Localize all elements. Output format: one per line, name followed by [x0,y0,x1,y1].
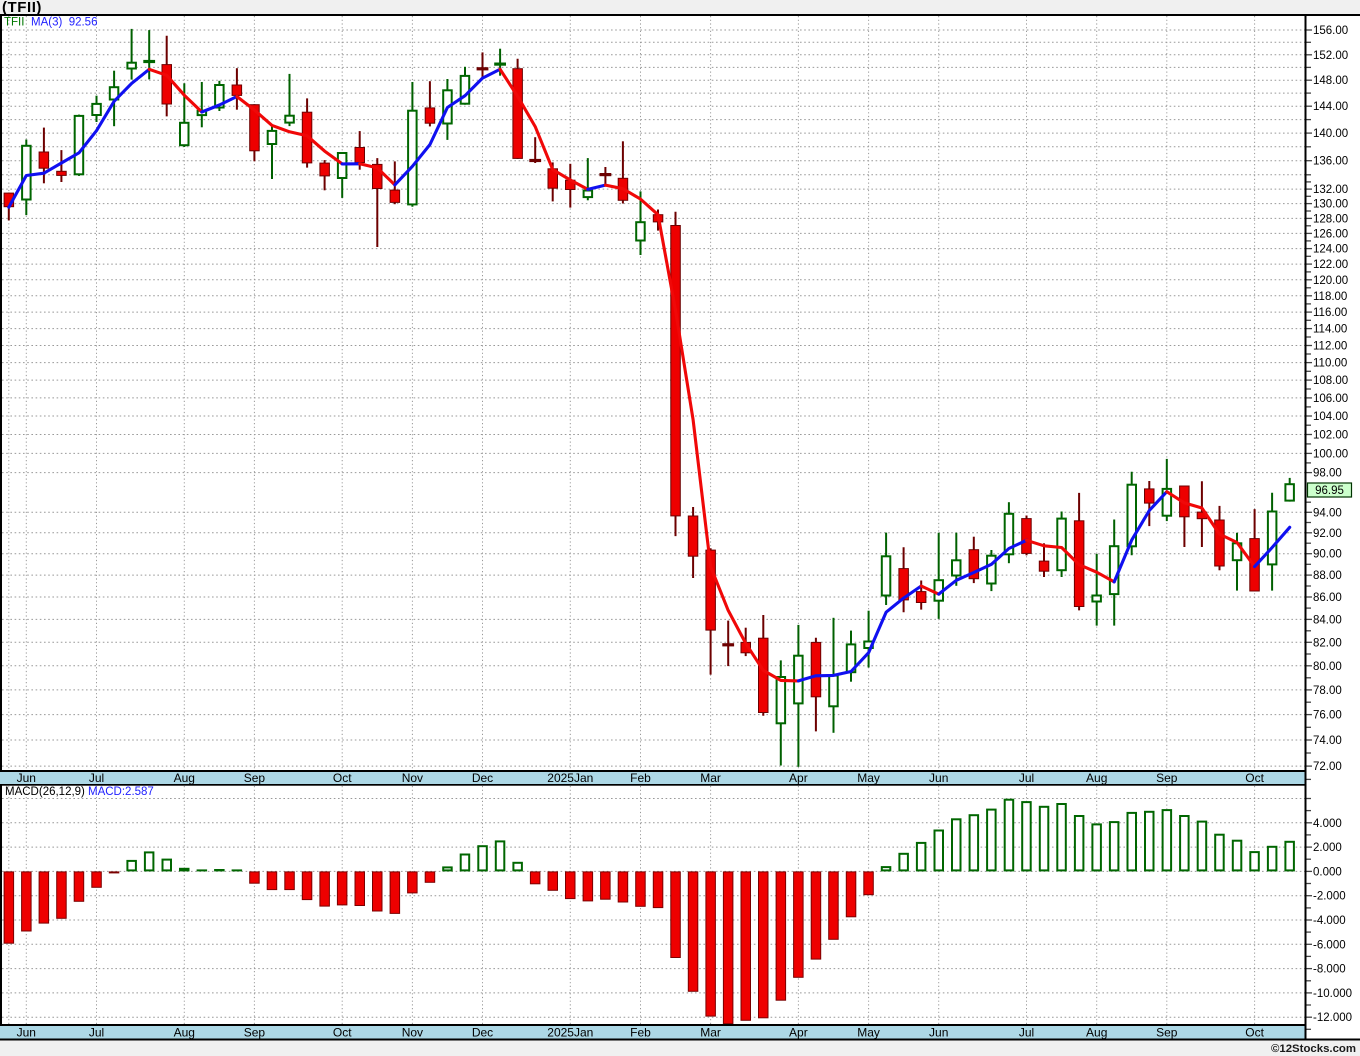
svg-text:-6.000: -6.000 [1313,939,1346,951]
svg-text:Aug: Aug [174,1026,195,1040]
svg-text:118.00: 118.00 [1313,291,1347,303]
svg-text:(TFII): (TFII) [2,0,42,16]
svg-text:Aug: Aug [1086,1026,1107,1040]
svg-text:102.00: 102.00 [1313,430,1348,442]
svg-text:2.000: 2.000 [1313,842,1342,854]
svg-text:132.00: 132.00 [1313,184,1348,196]
svg-text:Jul: Jul [1019,1026,1034,1040]
svg-text:0.000: 0.000 [1313,866,1342,878]
svg-text:MACD:2.587: MACD:2.587 [88,786,154,798]
svg-text:-2.000: -2.000 [1313,891,1346,903]
svg-text:Apr: Apr [789,771,808,785]
svg-text:2025Jan: 2025Jan [547,771,593,785]
svg-text:©12Stocks.com: ©12Stocks.com [1271,1043,1356,1055]
svg-text:148.00: 148.00 [1313,75,1348,87]
svg-text:94.00: 94.00 [1313,507,1342,519]
svg-text:-10.000: -10.000 [1313,988,1352,1000]
svg-text:72.00: 72.00 [1313,761,1342,773]
svg-text:124.00: 124.00 [1313,244,1348,256]
svg-text:Sep: Sep [244,771,266,785]
svg-text:80.00: 80.00 [1313,661,1342,673]
svg-text:Jun: Jun [17,1026,36,1040]
svg-text:82.00: 82.00 [1313,637,1342,649]
svg-text:Oct: Oct [333,771,352,785]
svg-text:TFII: TFII [4,17,24,29]
svg-text:Jun: Jun [17,771,36,785]
svg-text:-4.000: -4.000 [1313,915,1346,927]
svg-text:2025Jan: 2025Jan [547,1026,593,1040]
svg-text:Dec: Dec [472,771,493,785]
svg-text:Aug: Aug [1086,771,1107,785]
svg-text:136.00: 136.00 [1313,156,1348,168]
svg-text:108.00: 108.00 [1313,375,1348,387]
svg-text:128.00: 128.00 [1313,213,1348,225]
svg-text:May: May [857,1026,880,1040]
svg-text:Aug: Aug [174,771,195,785]
svg-text:110.00: 110.00 [1313,358,1347,370]
svg-text:Apr: Apr [789,1026,808,1040]
svg-text:152.00: 152.00 [1313,50,1348,62]
svg-text:Oct: Oct [1245,1026,1264,1040]
svg-text:4.000: 4.000 [1313,818,1342,830]
svg-text:-8.000: -8.000 [1313,964,1346,976]
svg-text:126.00: 126.00 [1313,228,1348,240]
svg-text:120.00: 120.00 [1313,275,1348,287]
svg-text:100.00: 100.00 [1313,448,1348,460]
svg-text:MA(3) 92.56: MA(3) 92.56 [31,17,97,29]
svg-text:116.00: 116.00 [1313,307,1347,319]
svg-text:76.00: 76.00 [1313,710,1342,722]
svg-text:Feb: Feb [630,771,651,785]
svg-text:May: May [857,771,880,785]
svg-text:78.00: 78.00 [1313,685,1342,697]
svg-text:Jul: Jul [89,1026,104,1040]
svg-text:Feb: Feb [630,1026,651,1040]
svg-text:Nov: Nov [402,771,423,785]
svg-text:Oct: Oct [333,1026,352,1040]
svg-text:104.00: 104.00 [1313,411,1348,423]
svg-text:98.00: 98.00 [1313,468,1342,480]
svg-text:Sep: Sep [244,1026,266,1040]
svg-text:84.00: 84.00 [1313,614,1342,626]
svg-text:Mar: Mar [700,1026,721,1040]
svg-text:130.00: 130.00 [1313,199,1348,211]
svg-text:Jul: Jul [1019,771,1034,785]
svg-text:Dec: Dec [472,1026,493,1040]
svg-text:96.95: 96.95 [1315,485,1344,497]
svg-text:112.00: 112.00 [1313,341,1347,353]
svg-text:Jun: Jun [929,1026,948,1040]
svg-text:88.00: 88.00 [1313,570,1342,582]
svg-text:114.00: 114.00 [1313,324,1347,336]
svg-text:Sep: Sep [1156,1026,1178,1040]
svg-text:Nov: Nov [402,1026,423,1040]
svg-text:144.00: 144.00 [1313,101,1348,113]
svg-text:Oct: Oct [1245,771,1264,785]
svg-text:90.00: 90.00 [1313,549,1342,561]
svg-text:86.00: 86.00 [1313,592,1342,604]
svg-text:156.00: 156.00 [1313,25,1348,37]
svg-text:Sep: Sep [1156,771,1178,785]
svg-text:74.00: 74.00 [1313,735,1342,747]
svg-text:MACD(26,12,9): MACD(26,12,9) [5,786,85,798]
svg-text:Mar: Mar [700,771,721,785]
svg-text:140.00: 140.00 [1313,128,1348,140]
svg-text:92.00: 92.00 [1313,528,1342,540]
svg-text:122.00: 122.00 [1313,259,1348,271]
svg-text:Jul: Jul [89,771,104,785]
svg-text:-12.000: -12.000 [1313,1012,1352,1024]
svg-text:Jun: Jun [929,771,948,785]
svg-text:106.00: 106.00 [1313,393,1348,405]
